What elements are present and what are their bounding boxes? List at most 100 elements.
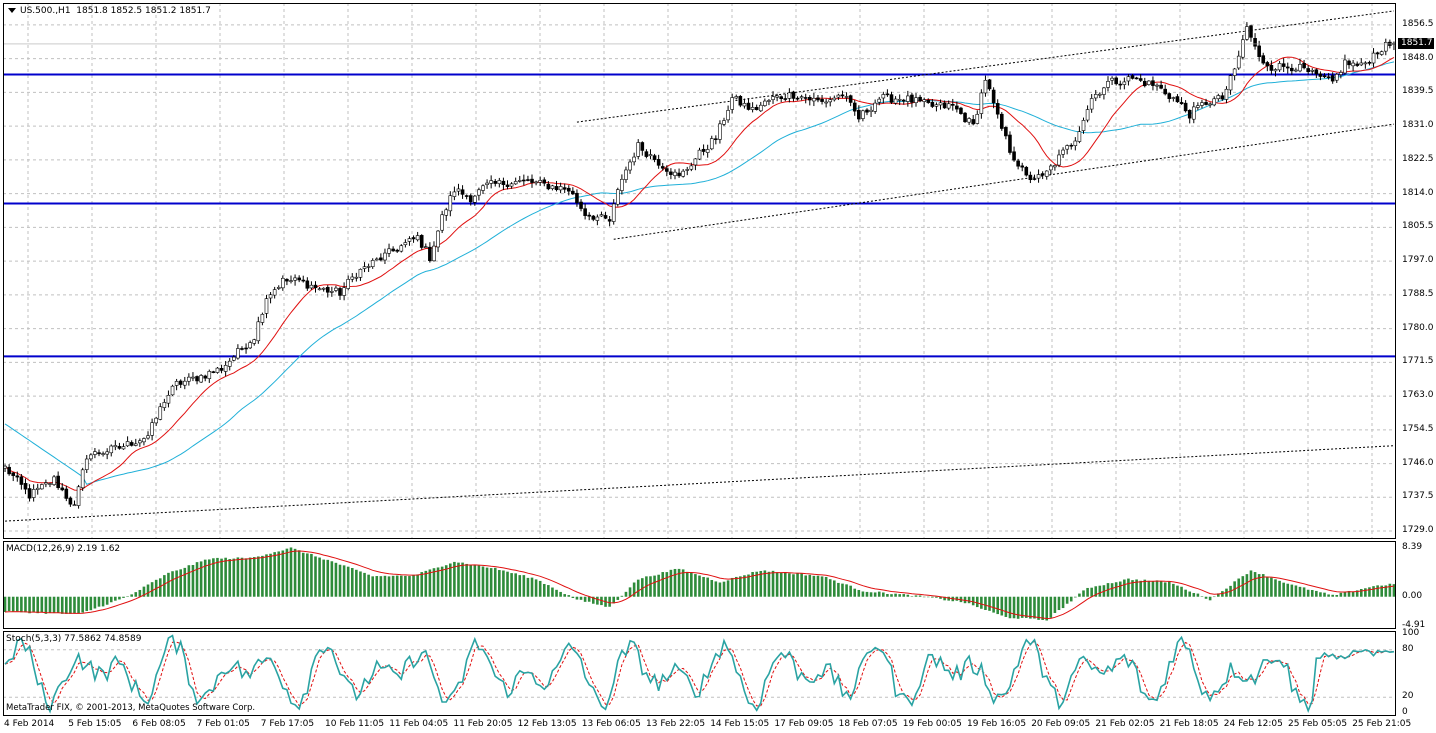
macd-bar — [265, 554, 268, 597]
candle-body — [1224, 88, 1229, 100]
macd-bar — [1282, 582, 1285, 597]
candle-body — [1183, 102, 1188, 112]
candle-body — [501, 180, 506, 185]
candles — [3, 22, 1396, 509]
macd-bar — [444, 565, 448, 597]
macd-bar — [1143, 579, 1147, 597]
macd-bar — [739, 576, 742, 597]
price-chart-pane[interactable] — [3, 3, 1396, 539]
macd-bar — [1180, 586, 1183, 597]
candle — [84, 454, 89, 473]
candle — [575, 189, 579, 207]
macd-bar — [453, 561, 456, 597]
candle — [452, 186, 457, 201]
macd-bar — [800, 573, 803, 597]
current-price-tag: 1851.7 — [1398, 38, 1434, 50]
candle-body — [579, 201, 583, 209]
price-tick-label: 1737.5 — [1402, 491, 1434, 502]
candle — [1032, 174, 1037, 181]
macd-bar — [1167, 581, 1171, 597]
macd-bar — [11, 596, 15, 612]
time-axis: 4 Feb 2014 5 Feb 15:05 6 Feb 08:05 7 Feb 01… — [0, 716, 1436, 733]
candle — [1208, 102, 1212, 108]
candle-body — [1069, 144, 1074, 147]
macd-bar — [118, 596, 121, 600]
candle — [542, 177, 547, 187]
candle — [632, 152, 636, 166]
macd-bar — [1306, 589, 1310, 597]
candle — [828, 96, 833, 107]
macd-bar — [1212, 596, 1216, 598]
candle-body — [595, 216, 600, 221]
macd-bar — [877, 591, 881, 597]
macd-bar — [93, 596, 97, 609]
candle — [505, 180, 510, 190]
macd-bar — [1302, 587, 1306, 597]
macd-bar — [1123, 579, 1126, 597]
macd-bar — [1347, 590, 1351, 597]
macd-bar — [587, 596, 591, 602]
macd-bar — [849, 585, 852, 597]
candle-body — [906, 95, 910, 102]
moving-average-fast — [4, 56, 1395, 491]
macd-bar — [1327, 594, 1330, 597]
candle-body — [374, 258, 379, 261]
macd-bar — [355, 569, 358, 597]
candle-body — [1306, 68, 1310, 73]
macd-bar — [191, 565, 195, 597]
candle — [1073, 137, 1078, 151]
candle — [599, 211, 604, 217]
candle-body — [64, 488, 69, 499]
candle — [1273, 68, 1278, 77]
candle — [89, 453, 93, 461]
dropdown-triangle-icon — [8, 8, 16, 13]
candle — [1016, 158, 1020, 170]
candle — [852, 99, 857, 116]
candle-body — [1330, 75, 1335, 82]
candle-body — [1102, 87, 1106, 95]
macd-bar — [657, 574, 660, 597]
candle-body — [791, 91, 796, 99]
candle — [1334, 73, 1339, 83]
candle — [1351, 59, 1355, 72]
candle-body — [1032, 178, 1037, 180]
macd-bar — [681, 569, 685, 597]
macd-bar — [1384, 585, 1388, 597]
candle — [983, 75, 988, 97]
macd-bar — [743, 575, 746, 597]
candle-body — [313, 284, 318, 289]
stochastic-pane[interactable] — [3, 631, 1396, 716]
macd-bar — [665, 572, 669, 597]
candle-body — [554, 186, 559, 191]
candle — [869, 106, 873, 118]
candle-body — [599, 214, 604, 217]
macd-bar — [1331, 594, 1334, 597]
price-tick-label: 1729.0 — [1402, 525, 1434, 536]
macd-bar — [269, 553, 272, 597]
macd-bar — [730, 577, 734, 597]
macd-bar — [277, 551, 281, 597]
macd-pane[interactable] — [3, 541, 1396, 629]
candle-body — [889, 94, 894, 103]
candle-body — [742, 103, 747, 107]
candle-body — [44, 482, 48, 485]
candle-body — [1155, 84, 1159, 87]
macd-bar — [252, 557, 256, 597]
candle-body — [1159, 84, 1163, 89]
candle-body — [276, 287, 281, 289]
macd-bar — [1078, 593, 1081, 597]
macd-bar — [980, 596, 983, 609]
candle — [1314, 68, 1319, 78]
candle — [975, 110, 980, 125]
macd-bar — [1335, 594, 1339, 597]
macd-bar — [685, 571, 689, 597]
time-tick-label: 24 Feb 12:05 — [1223, 719, 1283, 729]
macd-bar — [485, 567, 489, 597]
macd-bar — [1339, 592, 1343, 597]
candle — [1098, 92, 1102, 99]
candle — [399, 244, 404, 253]
candle-body — [950, 104, 955, 106]
candle — [734, 94, 739, 100]
candle-body — [836, 94, 841, 98]
candle — [379, 253, 383, 262]
